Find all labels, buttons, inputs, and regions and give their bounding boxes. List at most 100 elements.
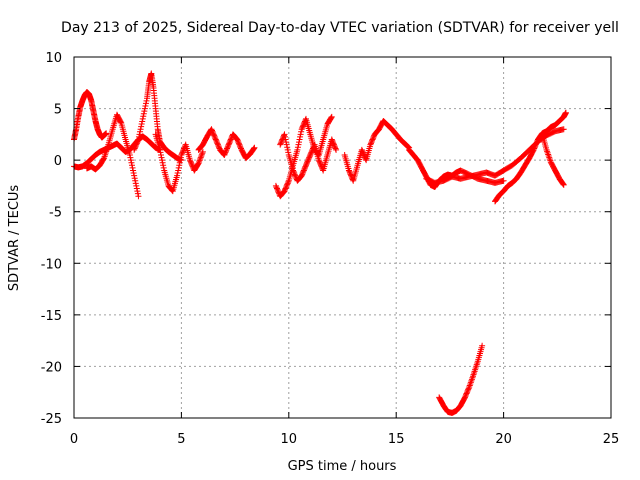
data-point [131,145,138,152]
data-point [281,188,288,195]
data-point [212,135,219,142]
data-point [131,175,138,182]
data-point [530,146,537,153]
data-point [347,171,354,178]
data-point [300,122,307,129]
data-point [531,144,538,151]
data-point [236,142,243,149]
data-point [300,167,307,174]
data-point [189,162,196,169]
data-point [273,184,280,191]
data-point [369,136,376,143]
series-track-c [83,111,142,200]
data-point [138,123,145,130]
data-point [226,139,233,146]
y-tick-label: -15 [41,309,62,324]
x-tick-label: 25 [603,432,620,447]
series-track-a [71,89,110,143]
data-point [100,155,107,162]
y-tick-label: -20 [41,360,62,375]
data-point [329,139,336,146]
data-point [295,141,302,148]
axis-ticks [73,56,612,419]
data-point [304,159,311,166]
data-point [281,131,288,138]
data-point [135,133,142,140]
data-point [316,159,323,166]
data-point [278,137,285,144]
data-point [178,151,185,158]
data-point [345,167,352,174]
data-point [129,164,136,171]
data-point [224,144,231,151]
data-point [174,170,181,177]
data-point [294,144,301,151]
series-track-m [539,131,567,188]
data-point [209,127,216,134]
data-point [277,141,284,148]
y-axis-label: SDTVAR / TECUs [7,185,22,292]
data-point [142,102,149,109]
data-point [300,121,307,128]
data-point [464,387,471,394]
data-point [133,140,140,147]
data-point [177,157,184,164]
data-point [215,144,222,151]
data-point [282,186,289,193]
data-point [132,177,139,184]
data-point [196,157,203,164]
data-point [296,136,303,143]
data-point [533,140,540,147]
data-point [221,150,228,157]
data-point [127,154,134,161]
data-point [560,181,567,188]
data-point [500,177,507,184]
data-point [215,142,222,149]
data-point [132,142,139,149]
data-point [359,148,366,155]
data-point [131,146,138,153]
data-point [303,161,310,168]
data-point [188,161,195,168]
data-point [302,163,309,170]
data-point [196,158,203,165]
data-point [304,158,311,165]
data-point [222,148,229,155]
data-point [134,139,141,146]
data-point [134,188,141,195]
data-point [223,146,230,153]
data-point [141,108,148,115]
data-point [307,151,314,158]
data-point [301,166,308,173]
tick-labels: 0 5 10 15 20 25 10 5 0 -5 -10 -15 -20 -25 [41,51,620,447]
data-point [130,170,137,177]
data-point [132,144,139,151]
data-point [291,170,298,177]
data-point [560,181,567,188]
data-point [296,139,303,146]
data-point [283,139,290,146]
data-point [117,118,124,125]
data-point [208,126,215,133]
data-marks [71,70,569,416]
data-point [290,168,297,175]
data-point [234,137,241,144]
data-point [282,133,289,140]
data-point [284,146,291,153]
data-point [235,140,242,147]
data-point [360,150,367,157]
data-point [462,393,469,400]
data-point [283,184,290,191]
data-point [212,136,219,143]
chart-title: Day 213 of 2025, Sidereal Day-to-day VTE… [61,20,619,36]
data-point [300,168,307,175]
data-point [331,144,338,151]
data-point [308,149,315,156]
data-point [213,137,220,144]
data-point [224,145,231,152]
data-point [306,153,313,160]
data-point [302,162,309,169]
data-point [138,121,145,128]
data-point [465,385,472,392]
y-tick-label: 5 [54,103,62,118]
